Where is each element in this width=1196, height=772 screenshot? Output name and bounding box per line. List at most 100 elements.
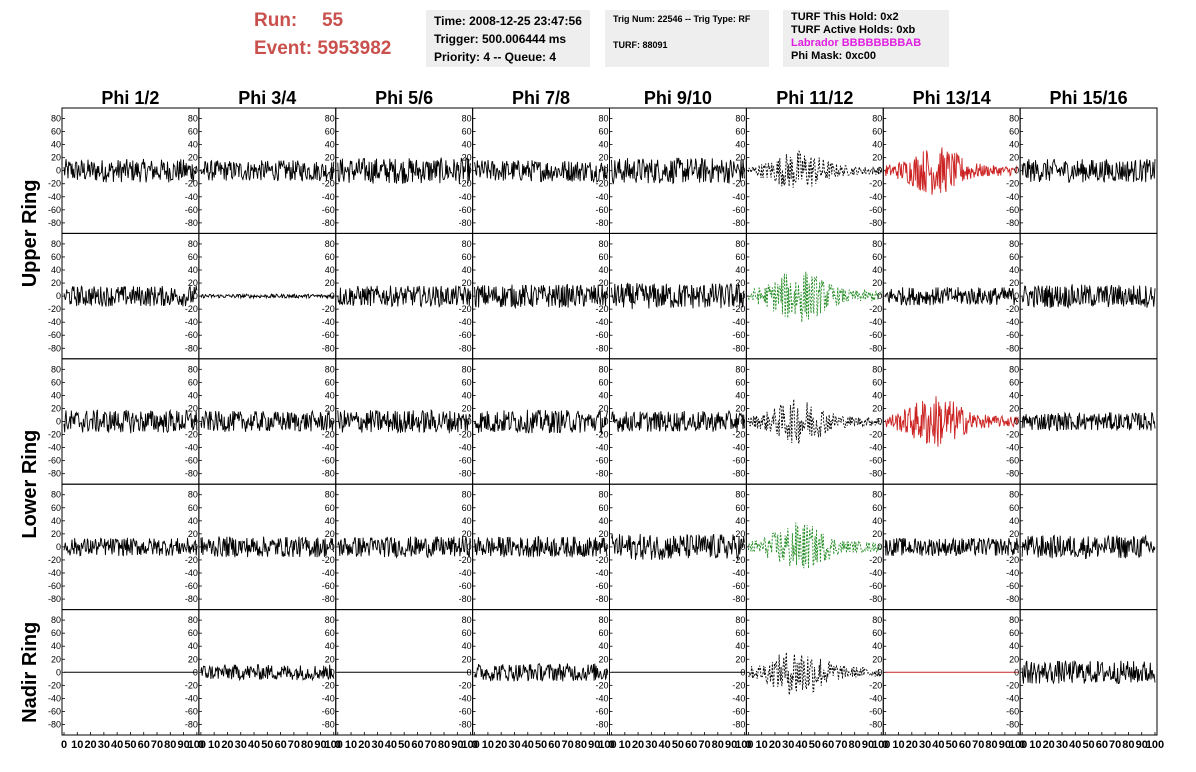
y-tick-label: -20 [48, 179, 61, 189]
y-tick-label: 20 [872, 403, 882, 413]
y-tick-label: -80 [459, 343, 472, 353]
y-tick-label: -80 [185, 469, 198, 479]
x-tick-label: 40 [795, 739, 807, 751]
y-tick-label: 80 [598, 239, 608, 249]
y-tick-label: 20 [872, 529, 882, 539]
y-tick-label: -40 [48, 192, 61, 202]
y-tick-label: 20 [1009, 403, 1019, 413]
waveform-trace-r4c5 [748, 652, 882, 695]
x-tick-label: 30 [508, 739, 520, 751]
y-tick-label: -80 [322, 343, 335, 353]
y-tick-label: -40 [185, 443, 198, 453]
y-tick-label: 60 [872, 628, 882, 638]
y-tick-label: 60 [872, 127, 882, 137]
y-tick-label: -60 [869, 205, 882, 215]
y-tick-label: 80 [325, 615, 335, 625]
y-tick-label: 20 [735, 529, 745, 539]
x-tick-label: 100 [188, 739, 206, 751]
y-tick-label: 80 [872, 239, 882, 249]
y-tick-label: -20 [48, 680, 61, 690]
y-tick-label: 20 [188, 654, 198, 664]
y-tick-label: 60 [462, 377, 472, 387]
y-tick-label: -40 [595, 317, 608, 327]
y-tick-label: 40 [325, 390, 335, 400]
x-tick-label: 0 [608, 739, 614, 751]
y-tick-label: -40 [48, 317, 61, 327]
y-tick-label: -20 [459, 304, 472, 314]
y-tick-label: 80 [462, 615, 472, 625]
y-tick-label: 0 [603, 417, 608, 427]
y-tick-label: -20 [869, 304, 882, 314]
y-tick-label: -20 [459, 179, 472, 189]
y-tick-label: -40 [732, 317, 745, 327]
y-tick-label: 80 [188, 364, 198, 374]
y-tick-label: -20 [322, 680, 335, 690]
y-tick-label: 0 [330, 542, 335, 552]
y-tick-label: 40 [188, 390, 198, 400]
y-tick-label: -40 [732, 568, 745, 578]
x-tick-label: 100 [461, 739, 479, 751]
y-tick-label: -60 [595, 205, 608, 215]
x-tick-label: 40 [932, 739, 944, 751]
y-tick-label: 60 [598, 252, 608, 262]
y-tick-label: 80 [598, 490, 608, 500]
y-tick-label: 60 [51, 377, 61, 387]
y-tick-label: -80 [869, 469, 882, 479]
y-tick-label: -60 [1006, 706, 1019, 716]
y-tick-label: -60 [459, 456, 472, 466]
turf-this-hold: TURF This Hold: 0x2 [791, 11, 899, 23]
x-tick-label: 70 [151, 739, 163, 751]
y-tick-label: 60 [872, 503, 882, 513]
y-tick-label: 40 [598, 265, 608, 275]
y-tick-label: -40 [869, 317, 882, 327]
time-info-box: Time: 2008-12-25 23:47:56 Trigger: 500.0… [426, 10, 590, 67]
y-tick-label: -20 [595, 304, 608, 314]
y-tick-label: -40 [185, 568, 198, 578]
y-tick-label: 60 [1009, 628, 1019, 638]
y-tick-label: -20 [48, 555, 61, 565]
y-tick-label: 20 [872, 278, 882, 288]
y-tick-label: 0 [193, 417, 198, 427]
x-tick-label: 70 [698, 739, 710, 751]
y-tick-label: 60 [735, 377, 745, 387]
x-tick-label: 30 [645, 739, 657, 751]
y-tick-label: -60 [732, 205, 745, 215]
y-tick-label: -80 [869, 594, 882, 604]
y-tick-label: 80 [735, 615, 745, 625]
x-tick-label: 20 [221, 739, 233, 751]
y-tick-label: 60 [51, 503, 61, 513]
y-tick-label: 0 [740, 417, 745, 427]
y-tick-label: -40 [459, 317, 472, 327]
y-tick-label: 40 [735, 641, 745, 651]
waveform-trace-r2c6 [884, 396, 1019, 447]
y-tick-label: -80 [459, 469, 472, 479]
y-tick-label: -60 [869, 330, 882, 340]
y-tick-label: 40 [735, 390, 745, 400]
y-tick-label: 60 [598, 377, 608, 387]
waveform-trace-r1c6 [884, 287, 1019, 307]
y-tick-label: 40 [51, 516, 61, 526]
y-tick-label: -40 [869, 693, 882, 703]
y-tick-label: 40 [188, 140, 198, 150]
y-tick-label: 0 [467, 542, 472, 552]
x-tick-label: 60 [685, 739, 697, 751]
y-tick-label: 40 [735, 516, 745, 526]
y-tick-label: 20 [462, 153, 472, 163]
y-tick-label: 0 [603, 667, 608, 677]
y-tick-label: -80 [185, 218, 198, 228]
y-tick-label: -20 [459, 680, 472, 690]
y-tick-label: -80 [732, 594, 745, 604]
y-tick-label: 80 [1009, 239, 1019, 249]
y-tick-label: 0 [877, 417, 882, 427]
y-tick-label: 40 [1009, 516, 1019, 526]
y-tick-label: -60 [1006, 330, 1019, 340]
y-tick-label: -80 [185, 719, 198, 729]
y-tick-label: -80 [732, 218, 745, 228]
run-line: Run: 55 [254, 10, 363, 32]
y-tick-label: -60 [1006, 581, 1019, 591]
y-tick-label: 40 [1009, 140, 1019, 150]
y-tick-label: -60 [322, 330, 335, 340]
y-tick-label: 20 [1009, 278, 1019, 288]
waveform-trace-r2c0 [63, 408, 198, 434]
x-tick-label: 10 [756, 739, 768, 751]
